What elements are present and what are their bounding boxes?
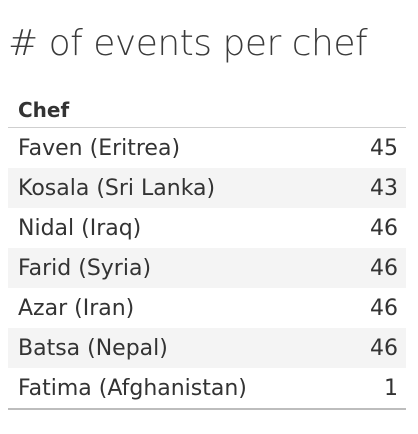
table-header: Chef <box>8 92 406 128</box>
chef-name: Farid (Syria) <box>18 255 152 281</box>
chef-name: Batsa (Nepal) <box>18 335 168 361</box>
chart-title: # of events per chef <box>8 23 368 64</box>
chef-name: Fatima (Afghanistan) <box>18 375 247 401</box>
table-row: Farid (Syria) 46 <box>8 248 406 288</box>
event-count: 46 <box>370 215 398 241</box>
chef-name: Faven (Eritrea) <box>18 135 181 161</box>
column-header-chef: Chef <box>18 97 70 122</box>
event-count: 1 <box>384 375 398 401</box>
event-count: 46 <box>370 255 398 281</box>
chef-name: Azar (Iran) <box>18 295 135 321</box>
chef-name: Kosala (Sri Lanka) <box>18 175 216 201</box>
event-count: 45 <box>370 135 398 161</box>
table-row: Kosala (Sri Lanka) 43 <box>8 168 406 208</box>
table-row: Azar (Iran) 46 <box>8 288 406 328</box>
chef-name: Nidal (Iraq) <box>18 215 142 241</box>
events-table: Chef Faven (Eritrea) 45 Kosala (Sri Lanka)… <box>8 92 406 410</box>
event-count: 46 <box>370 335 398 361</box>
event-count: 43 <box>370 175 398 201</box>
table-body: Faven (Eritrea) 45 Kosala (Sri Lanka) 43 Nid… <box>8 128 406 410</box>
table-row: Fatima (Afghanistan) 1 <box>8 368 406 408</box>
event-count: 46 <box>370 295 398 321</box>
table-row: Faven (Eritrea) 45 <box>8 128 406 168</box>
table-row: Batsa (Nepal) 46 <box>8 328 406 368</box>
table-row: Nidal (Iraq) 46 <box>8 208 406 248</box>
